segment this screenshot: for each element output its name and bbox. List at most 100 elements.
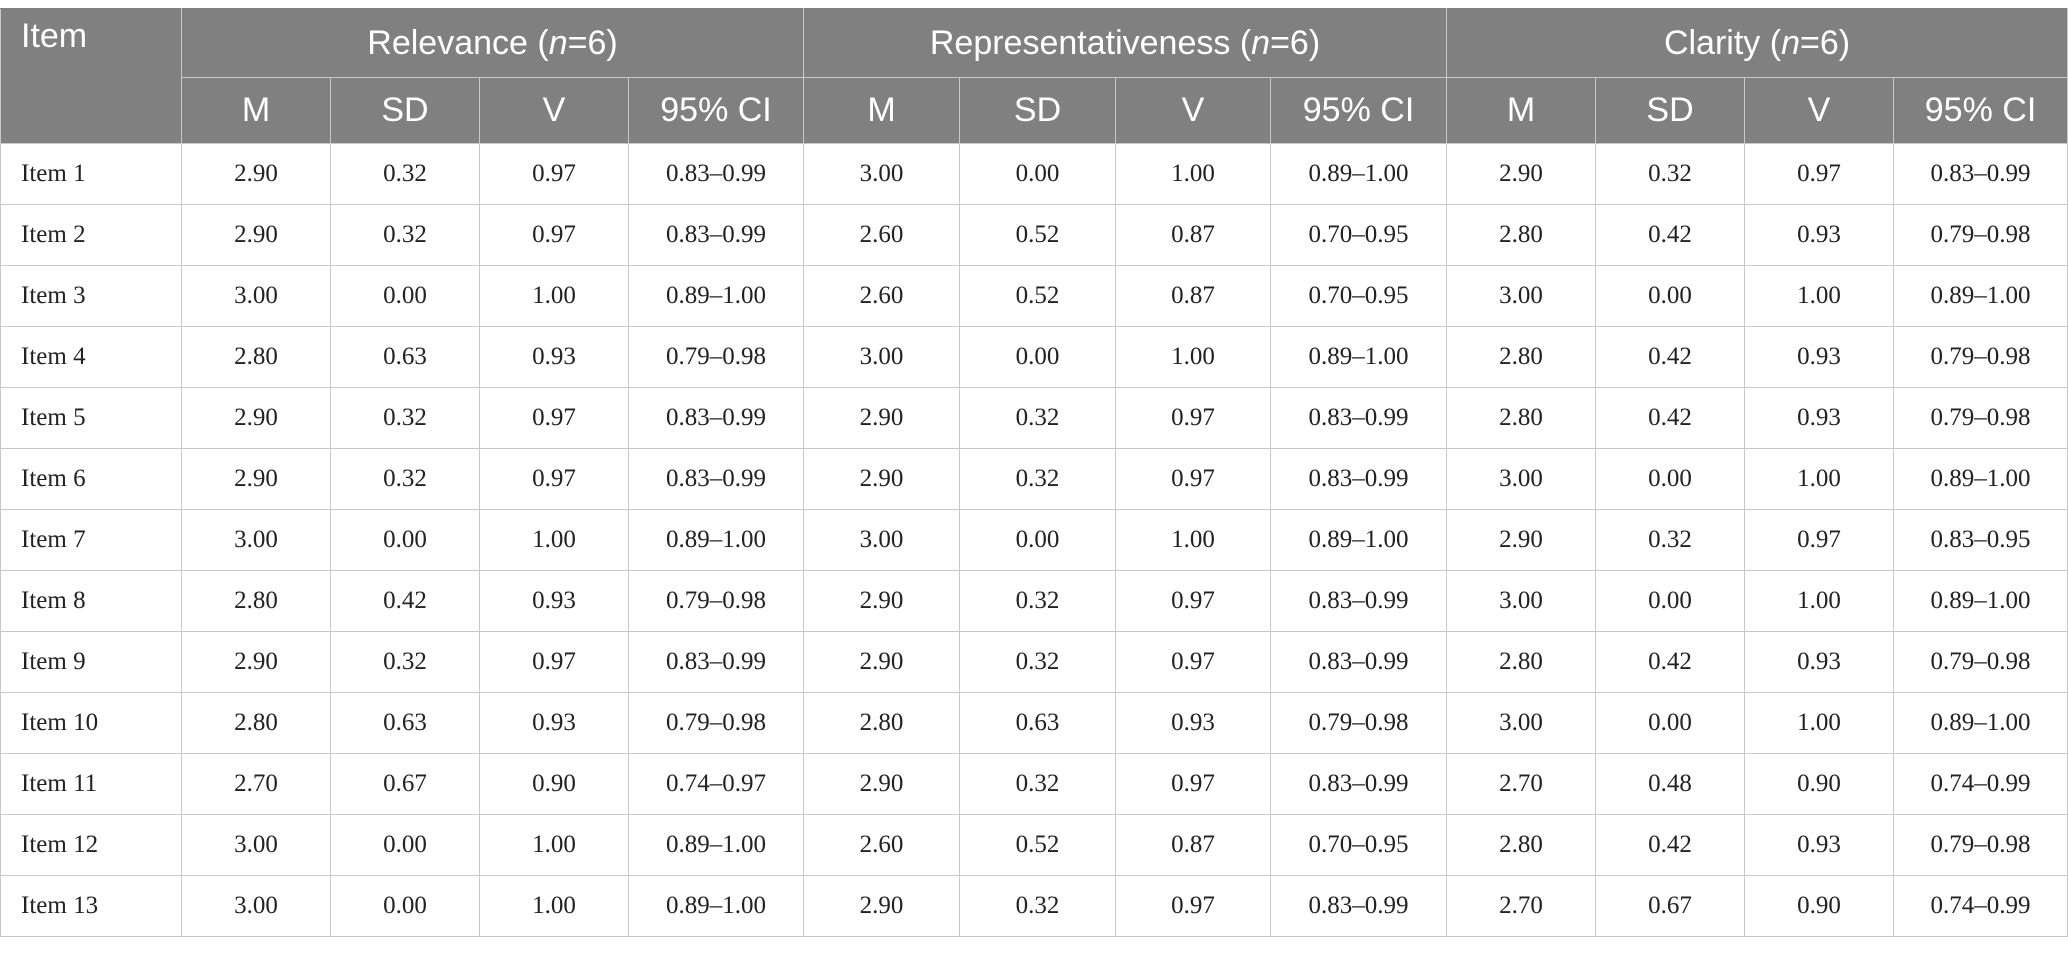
clarity-v-cell: 0.93 [1744,204,1895,266]
relevance-sd-cell: 0.00 [330,875,480,937]
group-n-var: n [1781,23,1800,62]
table-row: Item 12 3.00 0.00 1.00 0.89–1.00 2.60 0.52 0.87… [0,814,2068,876]
clarity-sd-cell: 0.42 [1595,814,1746,876]
representativeness-m-cell: 2.90 [803,753,961,815]
clarity-m-cell: 3.00 [1446,692,1597,754]
clarity-m-cell: 2.70 [1446,753,1597,815]
sub-header-ci: 95% CI [1893,77,2068,144]
relevance-ci-cell: 0.79–0.98 [627,692,805,754]
group-name: Relevance [367,23,528,62]
representativeness-sd-cell: 0.32 [959,631,1117,693]
item-label-cell: Item 1 [0,143,182,205]
representativeness-ci-cell: 0.79–0.98 [1270,692,1448,754]
table-row: Item 6 2.90 0.32 0.97 0.83–0.99 2.90 0.32 0.97 0… [0,448,2068,510]
clarity-ci-cell: 0.79–0.98 [1893,326,2068,388]
representativeness-m-cell: 2.90 [803,631,961,693]
relevance-m-cell: 2.80 [181,570,331,632]
relevance-ci-cell: 0.83–0.99 [627,448,805,510]
clarity-ci-cell: 0.83–0.95 [1893,509,2068,571]
clarity-m-cell: 3.00 [1446,448,1597,510]
clarity-sd-cell: 0.48 [1595,753,1746,815]
clarity-sd-cell: 0.32 [1595,143,1746,205]
sub-header-sd: SD [1595,77,1746,144]
clarity-ci-cell: 0.74–0.99 [1893,875,2068,937]
clarity-m-cell: 2.80 [1446,326,1597,388]
item-column-header: Item [0,8,182,144]
clarity-ci-cell: 0.83–0.99 [1893,143,2068,205]
relevance-sd-cell: 0.63 [330,326,480,388]
clarity-sd-cell: 0.42 [1595,631,1746,693]
relevance-sd-cell: 0.32 [330,631,480,693]
representativeness-ci-cell: 0.83–0.99 [1270,387,1448,449]
representativeness-m-cell: 2.90 [803,387,961,449]
representativeness-sd-cell: 0.32 [959,387,1117,449]
relevance-v-cell: 0.97 [479,387,629,449]
relevance-v-cell: 0.90 [479,753,629,815]
clarity-m-cell: 2.80 [1446,204,1597,266]
relevance-ci-cell: 0.89–1.00 [627,814,805,876]
relevance-m-cell: 2.90 [181,448,331,510]
clarity-ci-cell: 0.89–1.00 [1893,265,2068,327]
representativeness-sd-cell: 0.32 [959,448,1117,510]
representativeness-ci-cell: 0.89–1.00 [1270,509,1448,571]
relevance-ci-cell: 0.79–0.98 [627,326,805,388]
relevance-v-cell: 0.97 [479,204,629,266]
relevance-sd-cell: 0.32 [330,204,480,266]
table-row: Item 2 2.90 0.32 0.97 0.83–0.99 2.60 0.52 0.87 0… [0,204,2068,266]
representativeness-v-cell: 1.00 [1115,509,1272,571]
item-label-cell: Item 4 [0,326,182,388]
item-label-cell: Item 13 [0,875,182,937]
relevance-ci-cell: 0.83–0.99 [627,204,805,266]
relevance-sd-cell: 0.00 [330,814,480,876]
item-label-cell: Item 10 [0,692,182,754]
clarity-ci-cell: 0.74–0.99 [1893,753,2068,815]
clarity-v-cell: 1.00 [1744,692,1895,754]
relevance-m-cell: 2.80 [181,692,331,754]
group-n-var: n [548,23,568,62]
group-name: Clarity [1663,23,1761,62]
group-header-relevance: Relevance (n=6) [180,8,805,78]
results-table: Item Relevance (n=6) Representativeness … [0,8,2068,937]
clarity-sd-cell: 0.00 [1595,692,1746,754]
clarity-ci-cell: 0.89–1.00 [1893,692,2068,754]
representativeness-v-cell: 0.93 [1115,692,1272,754]
sub-header-ci: 95% CI [1270,77,1448,144]
representativeness-ci-cell: 0.83–0.99 [1270,753,1448,815]
relevance-m-cell: 2.90 [181,143,331,205]
clarity-sd-cell: 0.00 [1595,265,1746,327]
clarity-sd-cell: 0.00 [1595,570,1746,632]
representativeness-m-cell: 3.00 [803,326,961,388]
group-paren-open: ( [1769,23,1782,62]
clarity-ci-cell: 0.89–1.00 [1893,448,2068,510]
clarity-v-cell: 0.90 [1744,875,1895,937]
table-row: Item 8 2.80 0.42 0.93 0.79–0.98 2.90 0.32 0.97 0… [0,570,2068,632]
representativeness-v-cell: 0.87 [1115,204,1272,266]
representativeness-v-cell: 0.87 [1115,265,1272,327]
relevance-m-cell: 2.90 [181,387,331,449]
clarity-v-cell: 1.00 [1744,448,1895,510]
representativeness-v-cell: 0.97 [1115,753,1272,815]
table-row: Item 4 2.80 0.63 0.93 0.79–0.98 3.00 0.00 1.00 0… [0,326,2068,388]
sub-header-ci: 95% CI [627,77,805,144]
representativeness-ci-cell: 0.83–0.99 [1270,875,1448,937]
representativeness-v-cell: 1.00 [1115,326,1272,388]
relevance-v-cell: 1.00 [479,509,629,571]
table-body: Item 1 2.90 0.32 0.97 0.83–0.99 3.00 0.00 1.00 0… [0,143,2068,937]
item-label-cell: Item 2 [0,204,182,266]
representativeness-sd-cell: 0.52 [959,814,1117,876]
clarity-sd-cell: 0.00 [1595,448,1746,510]
item-label-cell: Item 9 [0,631,182,693]
clarity-ci-cell: 0.79–0.98 [1893,814,2068,876]
group-header-clarity: Clarity (n=6) [1446,8,2068,78]
item-label-cell: Item 8 [0,570,182,632]
relevance-sd-cell: 0.32 [330,448,480,510]
relevance-m-cell: 2.70 [181,753,331,815]
clarity-v-cell: 0.93 [1744,387,1895,449]
clarity-sd-cell: 0.42 [1595,326,1746,388]
clarity-sd-cell: 0.42 [1595,387,1746,449]
representativeness-ci-cell: 0.70–0.95 [1270,265,1448,327]
clarity-v-cell: 0.90 [1744,753,1895,815]
representativeness-ci-cell: 0.83–0.99 [1270,570,1448,632]
representativeness-sd-cell: 0.32 [959,753,1117,815]
sub-header-m: M [803,77,961,144]
